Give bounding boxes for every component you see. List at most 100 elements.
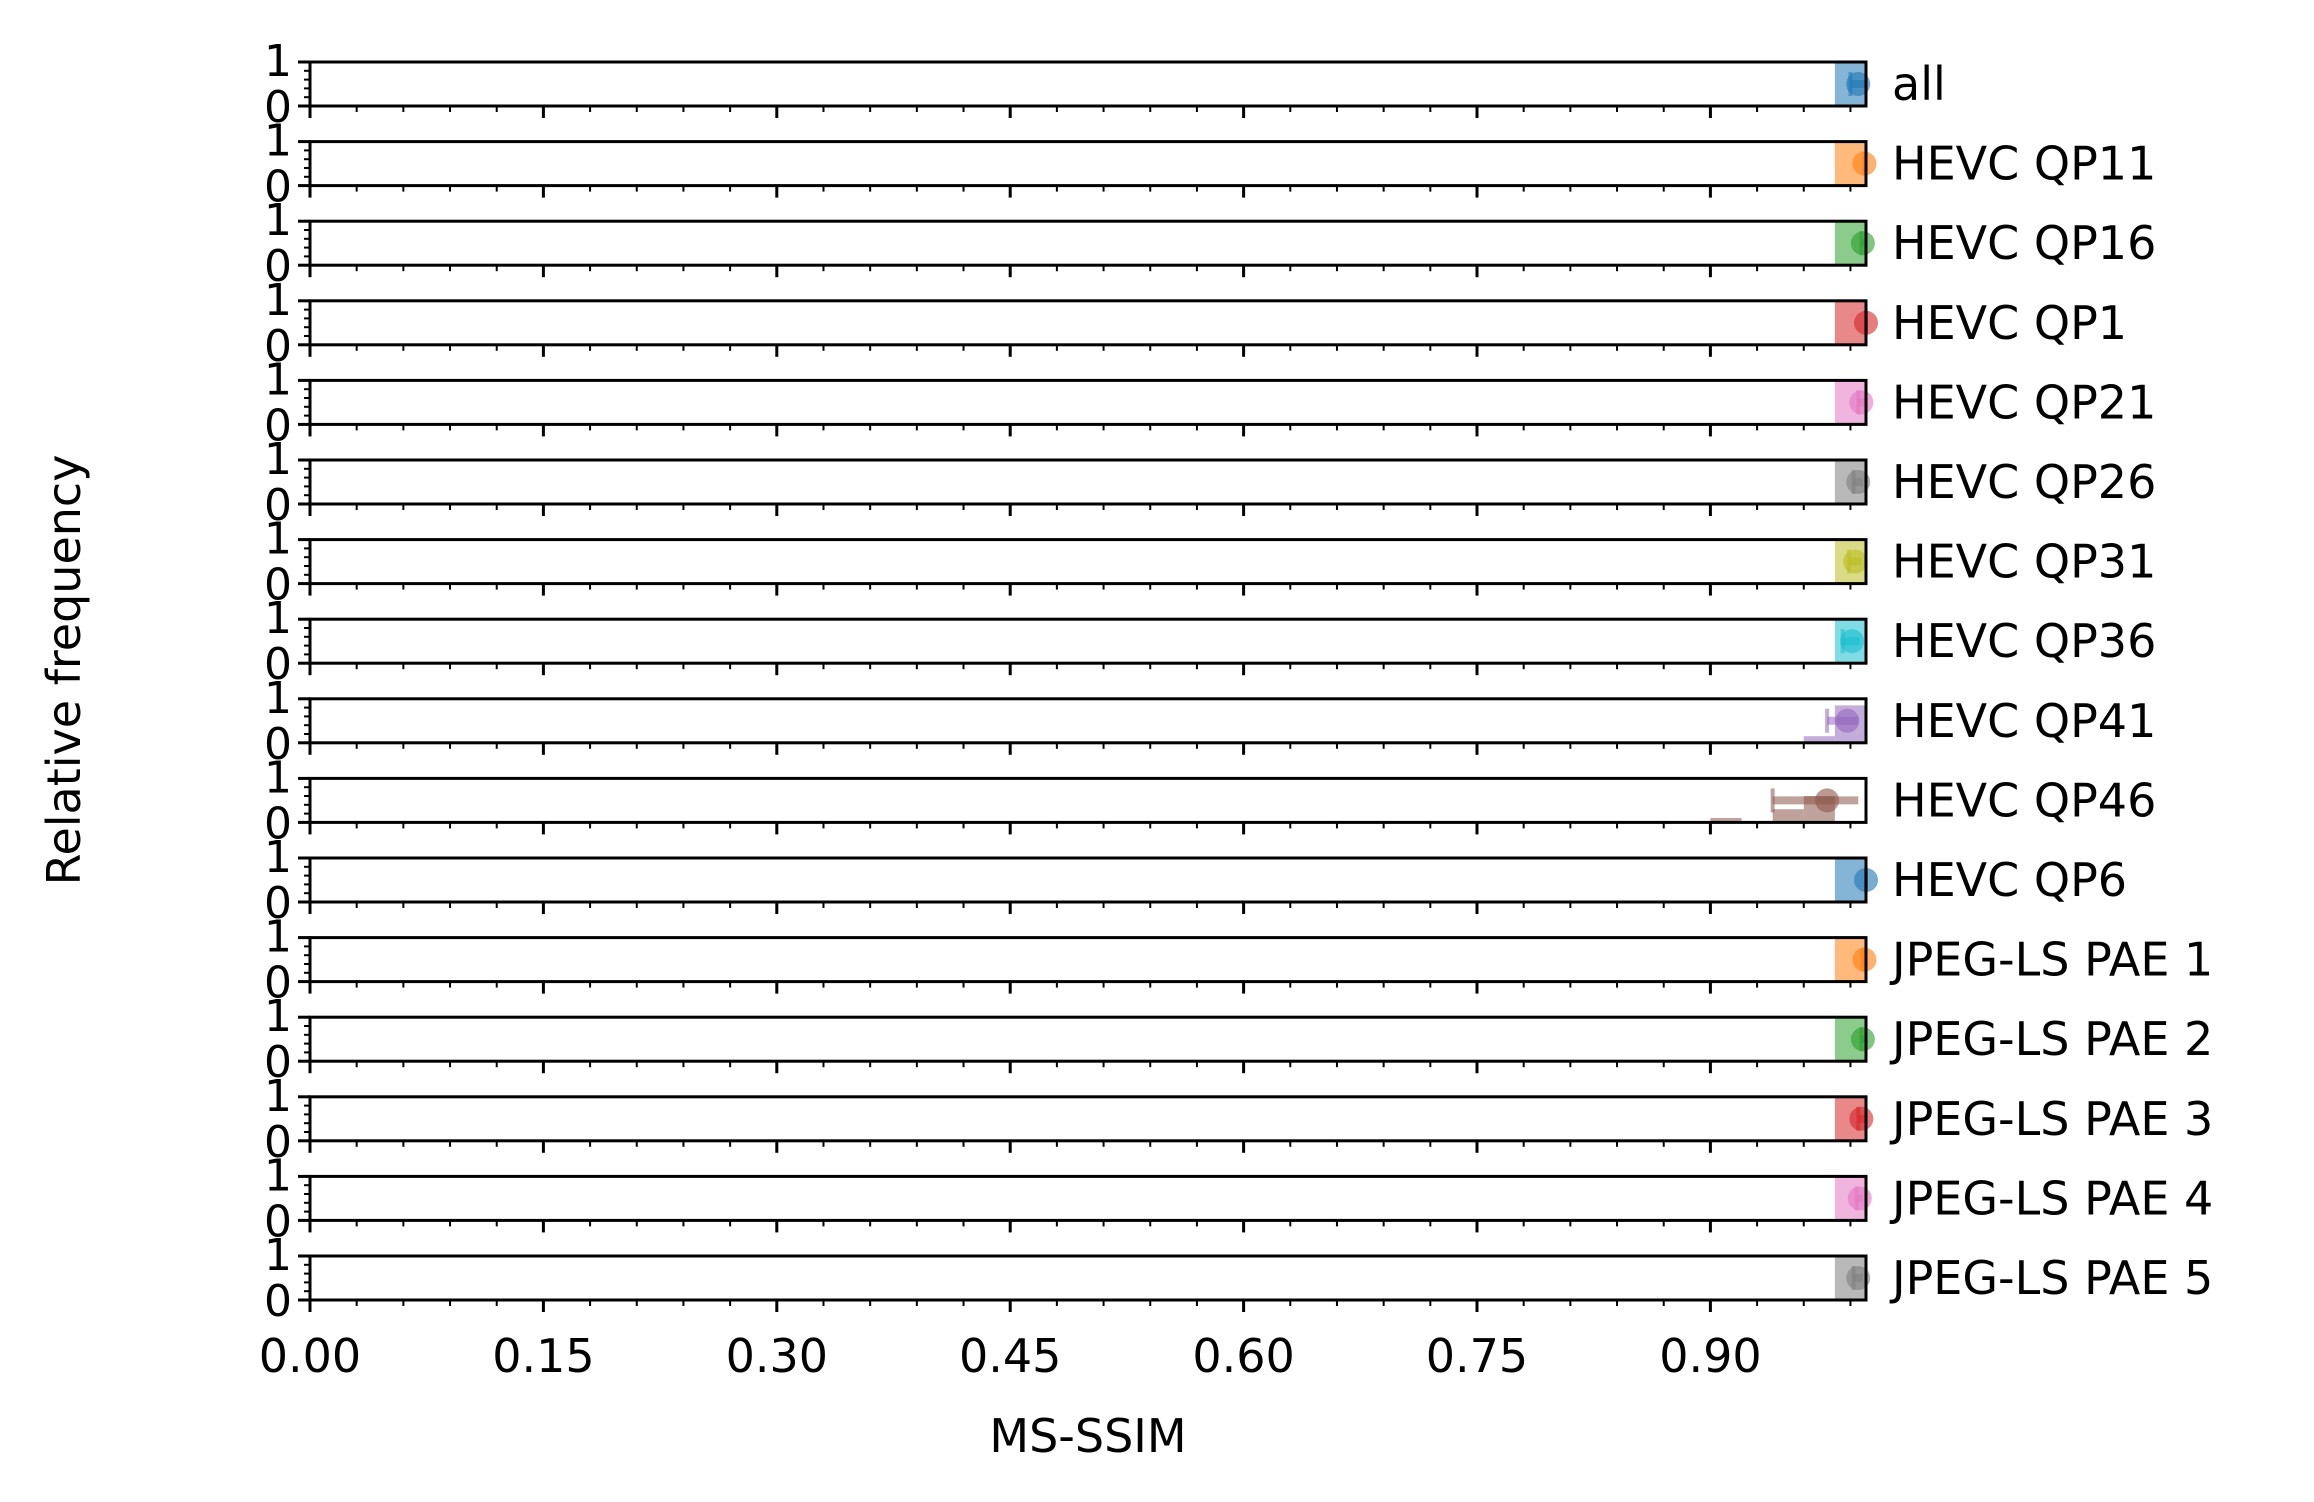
- series-label: HEVC QP31: [1892, 535, 2156, 589]
- panel-11: 01 HEVC QP6: [264, 832, 2127, 929]
- series-label: JPEG-LS PAE 2: [1889, 1012, 2213, 1066]
- panel-1: 01 all: [264, 36, 1946, 133]
- x-tick-label: 0.45: [959, 1329, 1061, 1383]
- series-label: HEVC QP21: [1892, 375, 2156, 429]
- series-label: HEVC QP16: [1892, 216, 2156, 270]
- panel-16: 01 JPEG-LS PAE 5: [264, 1230, 2213, 1327]
- panel-2: 01 HEVC QP11: [264, 116, 2156, 213]
- y-tick-label: 0: [264, 1196, 292, 1247]
- y-tick-label: 1: [264, 434, 292, 485]
- panel-frame: [308, 1174, 1868, 1222]
- x-tick-label: 0.90: [1659, 1329, 1761, 1383]
- x-tick-label: 0.75: [1426, 1329, 1528, 1383]
- series-label: all: [1892, 57, 1946, 111]
- y-tick-label: 0: [264, 958, 292, 1009]
- y-tick-label: 0: [264, 82, 292, 133]
- panel-frame: [308, 458, 1868, 506]
- mean-marker: [1852, 151, 1877, 176]
- y-tick-label: 1: [264, 752, 292, 803]
- y-tick-label: 0: [264, 321, 292, 372]
- y-tick-label: 0: [264, 400, 292, 451]
- panel-frame: [308, 776, 1868, 824]
- panel-14: 01 JPEG-LS PAE 3: [264, 1071, 2213, 1168]
- y-tick-label: 1: [264, 1230, 292, 1281]
- series-label: JPEG-LS PAE 1: [1889, 933, 2213, 987]
- mean-marker: [1852, 947, 1877, 972]
- mean-marker: [1846, 470, 1871, 494]
- mean-marker: [1846, 72, 1871, 96]
- y-tick-label: 0: [264, 1117, 292, 1168]
- x-axis-label: MS-SSIM: [989, 1409, 1186, 1463]
- panel-13: 01 JPEG-LS PAE 2: [264, 991, 2213, 1088]
- y-tick-label: 0: [264, 639, 292, 690]
- y-tick-label: 1: [264, 991, 292, 1042]
- mean-marker: [1850, 231, 1875, 256]
- y-tick-label: 1: [264, 673, 292, 724]
- panel-frame: [308, 1095, 1868, 1143]
- y-tick-label: 0: [264, 798, 292, 849]
- y-tick-label: 1: [264, 912, 292, 963]
- y-tick-label: 0: [264, 719, 292, 770]
- mean-marker: [1839, 629, 1864, 654]
- panel-7: 01 HEVC QP31: [264, 514, 2156, 611]
- panel-frame: [308, 219, 1868, 267]
- series-label: JPEG-LS PAE 3: [1889, 1092, 2213, 1146]
- y-tick-label: 1: [264, 195, 292, 246]
- y-tick-label: 0: [264, 162, 292, 213]
- y-tick-label: 1: [264, 36, 292, 87]
- x-tick-label: 0.00: [259, 1329, 361, 1383]
- panel-frame: [308, 538, 1868, 586]
- panel-frame: [308, 697, 1868, 745]
- mean-marker: [1849, 1106, 1874, 1131]
- x-tick-label: 0.30: [726, 1329, 828, 1383]
- x-tick-label: 0.60: [1192, 1329, 1294, 1383]
- panel-12: 01 JPEG-LS PAE 1: [264, 912, 2213, 1009]
- series-label: JPEG-LS PAE 4: [1889, 1171, 2213, 1225]
- panel-frame: [308, 1254, 1868, 1302]
- panel-frame: [308, 856, 1868, 904]
- panel-frame: [308, 299, 1868, 347]
- panel-15: 01 JPEG-LS PAE 4: [264, 1150, 2213, 1247]
- y-tick-label: 1: [264, 832, 292, 883]
- panel-4: 01 HEVC QP1: [264, 275, 2127, 372]
- y-tick-label: 0: [264, 878, 292, 929]
- y-tick-label: 1: [264, 514, 292, 565]
- panel-frame: [308, 936, 1868, 984]
- series-label: HEVC QP11: [1892, 137, 2156, 191]
- y-tick-label: 1: [264, 1071, 292, 1122]
- series-label: HEVC QP46: [1892, 773, 2156, 827]
- histogram-bar: [1803, 736, 1835, 743]
- panel-frame: [308, 140, 1868, 188]
- y-tick-label: 0: [264, 480, 292, 531]
- panel-frame: [308, 378, 1868, 426]
- panel-5: 01 HEVC QP21: [264, 354, 2156, 451]
- mean-marker: [1846, 1266, 1871, 1290]
- y-tick-label: 0: [264, 560, 292, 611]
- mean-marker: [1835, 708, 1860, 733]
- series-label: HEVC QP6: [1892, 853, 2127, 907]
- y-tick-label: 0: [264, 1276, 292, 1327]
- panel-frame: [308, 60, 1868, 108]
- panel-10: 01 HEVC QP46: [264, 752, 2156, 849]
- panel-6: 01 HEVC QP26: [264, 434, 2156, 531]
- series-label: HEVC QP36: [1892, 614, 2156, 668]
- series-label: HEVC QP1: [1892, 296, 2127, 350]
- series-label: HEVC QP41: [1892, 694, 2156, 748]
- mean-marker: [1847, 1186, 1872, 1211]
- mean-marker: [1815, 788, 1840, 813]
- series-label: HEVC QP26: [1892, 455, 2156, 509]
- y-tick-label: 1: [264, 593, 292, 644]
- y-axis-label: Relative frequency: [37, 455, 91, 886]
- mean-marker: [1843, 549, 1868, 574]
- mean-marker: [1849, 390, 1874, 415]
- series-label: JPEG-LS PAE 5: [1889, 1251, 2213, 1305]
- panel-3: 01 HEVC QP16: [264, 195, 2156, 292]
- x-axis: 0.00 0.15 0.30 0.45 0.60 0.75 0.90: [259, 1329, 1762, 1383]
- panel-9: 01 HEVC QP41: [264, 673, 2156, 770]
- histogram-bar: [1772, 809, 1804, 823]
- panel-frame: [308, 1015, 1868, 1063]
- histogram-bar: [1710, 818, 1742, 823]
- mean-marker: [1850, 1027, 1875, 1052]
